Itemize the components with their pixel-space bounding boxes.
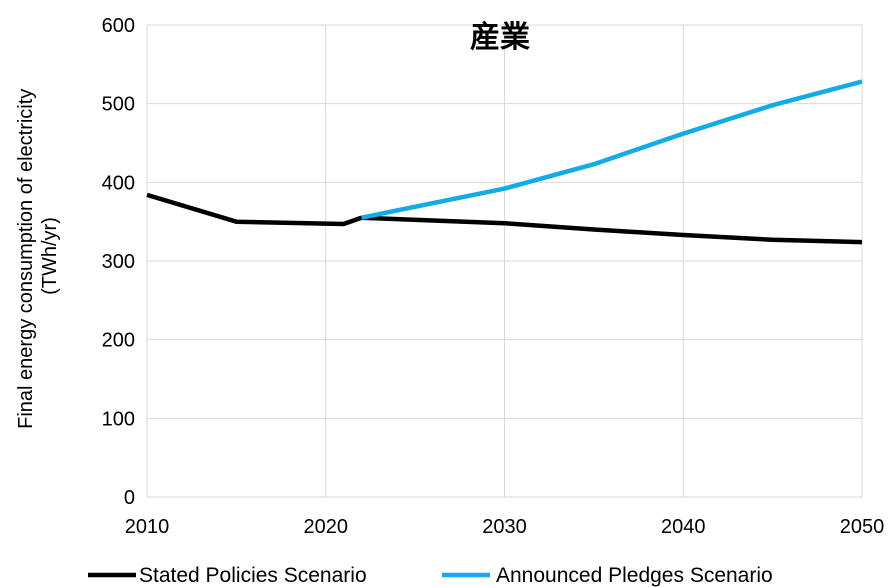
legend-label: Stated Policies Scenario [139, 564, 367, 587]
series-line [361, 79, 863, 220]
y-axis-ticks: 0 100 200 300 400 500 600 [102, 15, 135, 509]
y-tick-label: 500 [102, 94, 135, 116]
x-axis-ticks: 2010 2020 2030 2040 2050 [125, 516, 885, 538]
plot-area-border [146, 24, 863, 498]
y-axis-label-line2: (TWh/yr) [39, 217, 61, 295]
x-tick-label: 2050 [840, 516, 885, 538]
x-tick-label: 2020 [304, 516, 349, 538]
y-tick-label: 400 [102, 172, 135, 194]
x-tick-label: 2030 [482, 516, 527, 538]
y-tick-label: 100 [102, 408, 135, 430]
chart-title: 産業 [470, 20, 530, 55]
x-tick-label: 2010 [125, 516, 170, 538]
x-tick-label: 2040 [661, 516, 706, 538]
series-line [146, 192, 863, 245]
legend: Stated Policies Scenario Announced Pledge… [88, 564, 773, 587]
y-tick-label: 600 [102, 15, 135, 37]
y-tick-label: 200 [102, 330, 135, 352]
series-lines [146, 79, 863, 245]
y-axis-label-line1: Final energy consumption of electricity [15, 89, 37, 429]
y-tick-label: 0 [124, 487, 135, 509]
gridlines [146, 24, 863, 498]
y-tick-label: 300 [102, 251, 135, 273]
legend-label: Announced Pledges Scenario [496, 564, 773, 587]
y-axis-label: Final energy consumption of electricity … [15, 83, 61, 429]
